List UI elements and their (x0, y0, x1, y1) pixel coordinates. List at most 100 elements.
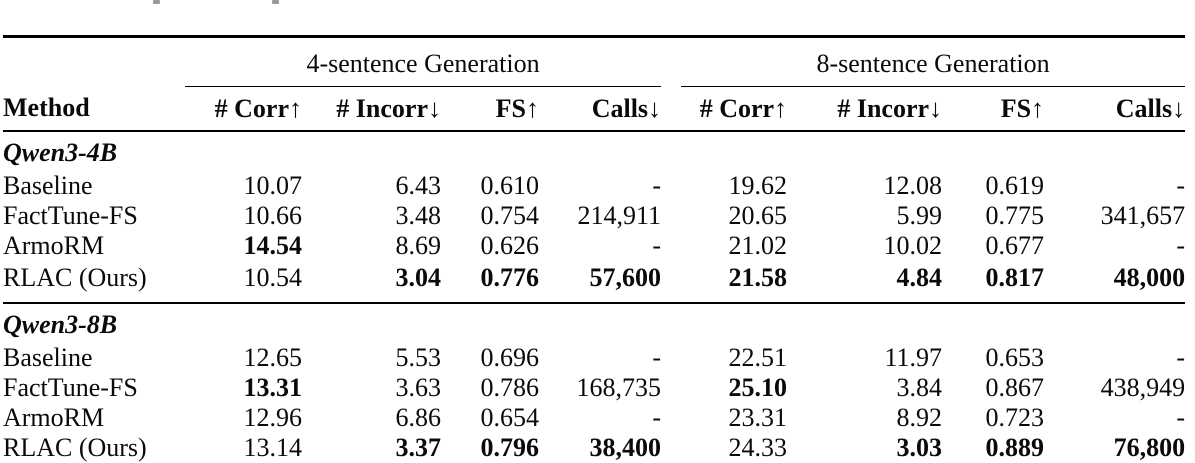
value-cell: 13.31 (243, 373, 303, 402)
table-row: ArmoRM 14.54 8.69 0.626 - 21.02 10.02 0.… (3, 231, 1185, 261)
value-cell: 0.776 (480, 263, 540, 292)
section-header-row: Qwen3-4B (3, 131, 1185, 171)
value-cell: 3.03 (896, 433, 943, 462)
value-cell: 57,600 (589, 263, 662, 292)
group-gap (661, 261, 681, 303)
section-title: Qwen3-8B (3, 302, 1186, 343)
value-cell: 0.626 (480, 231, 540, 260)
method-cell: FactTune-FS (3, 201, 138, 230)
value-cell: 6.43 (395, 171, 442, 200)
value-cell: 0.867 (985, 373, 1045, 402)
value-cell: 0.610 (480, 171, 540, 200)
value-cell: 21.58 (728, 263, 788, 292)
column-header-fs-4: FS↑ (441, 86, 539, 132)
value-cell: 3.63 (395, 373, 442, 402)
group-header-8-sentence: 8-sentence Generation (681, 36, 1186, 87)
cropped-caption-fragment (153, 0, 160, 4)
method-cell: RLAC (Ours) (3, 263, 147, 292)
value-cell: 12.08 (883, 171, 943, 200)
value-cell: - (652, 171, 662, 200)
value-cell: 11.97 (884, 343, 943, 372)
value-cell: 0.723 (985, 403, 1045, 432)
value-cell: - (652, 231, 662, 260)
table-row: Baseline 10.07 6.43 0.610 - 19.62 12.08 … (3, 171, 1185, 201)
table-row: RLAC (Ours) 13.14 3.37 0.796 38,400 24.3… (3, 433, 1185, 463)
value-cell: 10.66 (243, 201, 303, 230)
column-header-calls-8: Calls↓ (1044, 86, 1186, 132)
group-gap (661, 373, 681, 403)
method-cell: ArmoRM (3, 231, 105, 260)
value-cell: 0.817 (985, 263, 1045, 292)
value-cell: 0.653 (985, 343, 1045, 372)
value-cell: - (652, 403, 662, 432)
group-gap (661, 403, 681, 433)
value-cell: - (1176, 403, 1186, 432)
group-gap (661, 201, 681, 231)
group-gap (661, 86, 682, 132)
value-cell: 19.62 (728, 171, 788, 200)
value-cell: 0.677 (985, 231, 1045, 260)
group-gap (661, 343, 681, 373)
value-cell: 0.696 (480, 343, 540, 372)
table-row: RLAC (Ours) 10.54 3.04 0.776 57,600 21.5… (3, 261, 1185, 303)
value-cell: - (1176, 343, 1186, 372)
value-cell: 0.619 (985, 171, 1045, 200)
column-header-incorr-4: # Incorr↓ (302, 86, 441, 132)
value-cell: 5.53 (395, 343, 442, 372)
group-gap (661, 171, 681, 201)
value-cell: 21.02 (728, 231, 788, 260)
value-cell: - (1176, 231, 1186, 260)
value-cell: 168,735 (576, 373, 662, 402)
cropped-caption-fragment (272, 0, 279, 4)
group-gap (661, 231, 681, 261)
value-cell: 214,911 (577, 201, 662, 230)
value-cell: 25.10 (728, 373, 788, 402)
value-cell: 4.84 (896, 263, 943, 292)
value-cell: 341,657 (1100, 201, 1186, 230)
value-cell: 6.86 (395, 403, 442, 432)
value-cell: 0.786 (480, 373, 540, 402)
value-cell: 22.51 (728, 343, 788, 372)
value-cell: 10.54 (243, 263, 303, 292)
method-cell: FactTune-FS (3, 373, 138, 402)
column-header-method: Method (3, 86, 185, 132)
group-header-row: 4-sentence Generation 8-sentence Generat… (3, 36, 1186, 87)
column-header-calls-4: Calls↓ (539, 86, 662, 132)
value-cell: 3.48 (395, 201, 442, 230)
value-cell: 5.99 (896, 201, 943, 230)
table-row: ArmoRM 12.96 6.86 0.654 - 23.31 8.92 0.7… (3, 403, 1185, 433)
value-cell: 23.31 (728, 403, 788, 432)
value-cell: 0.889 (985, 433, 1045, 462)
value-cell: 8.69 (395, 231, 442, 260)
results-table: 4-sentence Generation 8-sentence Generat… (3, 35, 1186, 463)
method-cell: Baseline (3, 171, 93, 200)
value-cell: - (1176, 171, 1186, 200)
value-cell: - (652, 343, 662, 372)
table-row: FactTune-FS 10.66 3.48 0.754 214,911 20.… (3, 201, 1185, 231)
value-cell: 0.654 (480, 403, 540, 432)
value-cell: 12.65 (243, 343, 303, 372)
method-cell: RLAC (Ours) (3, 433, 147, 462)
value-cell: 3.37 (395, 433, 442, 462)
column-header-incorr-8: # Incorr↓ (787, 86, 943, 132)
value-cell: 0.754 (480, 201, 540, 230)
group-gap (661, 37, 681, 87)
column-header-row: Method # Corr↑ # Incorr↓ FS↑ Calls↓ # Co… (3, 86, 1186, 132)
section-title: Qwen3-4B (3, 138, 118, 167)
method-cell: Baseline (3, 343, 93, 372)
section-header-row: Qwen3-8B (3, 302, 1186, 343)
method-cell: ArmoRM (3, 403, 105, 432)
value-cell: 20.65 (728, 201, 788, 230)
group-header-spacer (3, 37, 185, 87)
value-cell: 14.54 (243, 231, 303, 260)
value-cell: 3.84 (896, 373, 943, 402)
value-cell: 0.775 (985, 201, 1045, 230)
column-header-corr-8: # Corr↑ (681, 86, 788, 132)
column-header-corr-4: # Corr↑ (185, 86, 302, 132)
value-cell: 8.92 (896, 403, 943, 432)
value-cell: 48,000 (1113, 263, 1186, 292)
column-header-fs-8: FS↑ (942, 86, 1045, 132)
value-cell: 13.14 (243, 433, 303, 462)
value-cell: 3.04 (395, 263, 442, 292)
table-row: FactTune-FS 13.31 3.63 0.786 168,735 25.… (3, 373, 1185, 403)
